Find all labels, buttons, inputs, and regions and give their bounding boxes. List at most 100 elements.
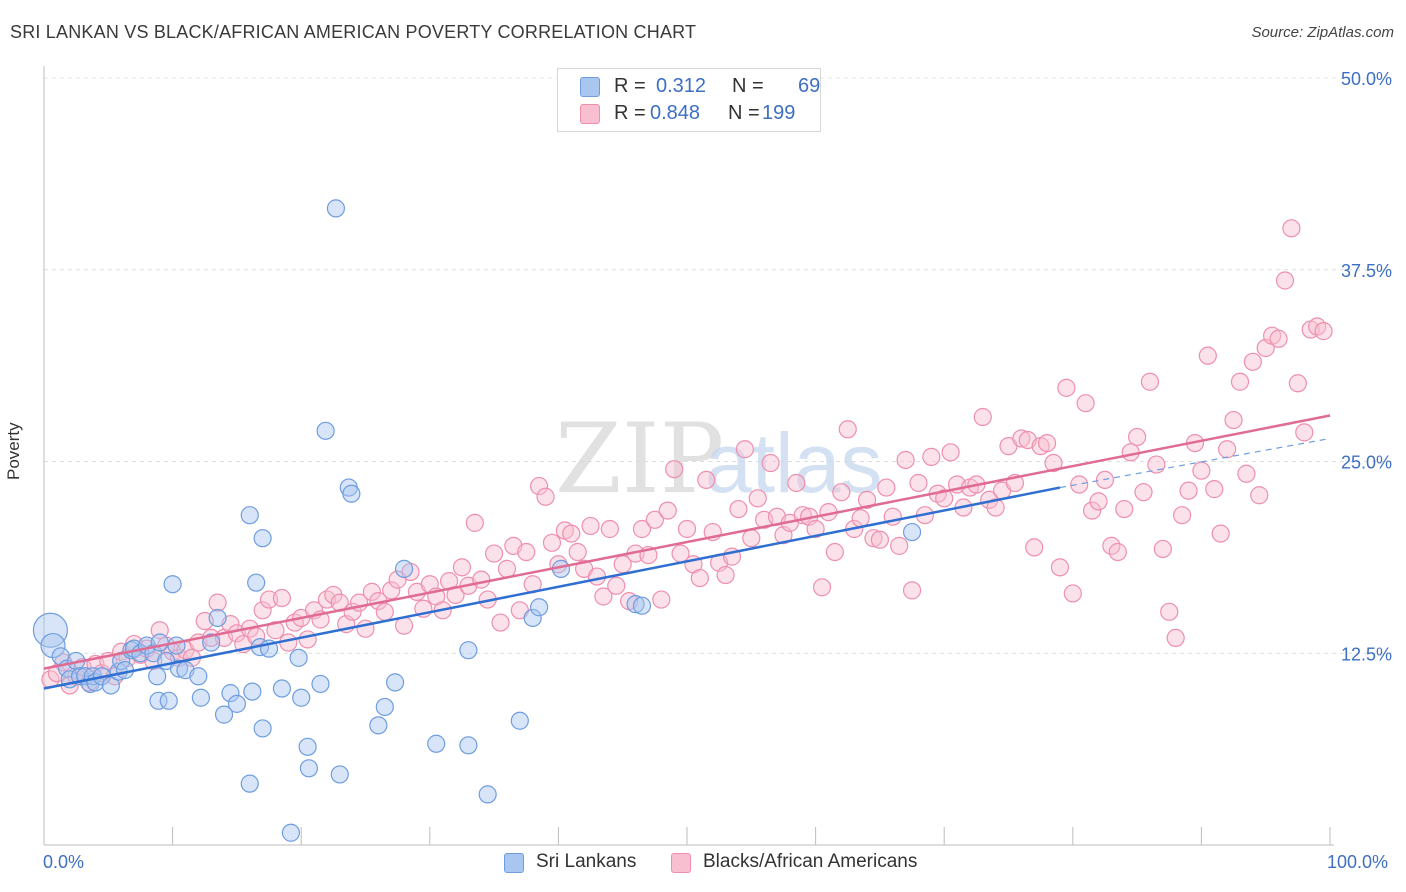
legend-r-label: R = <box>614 75 646 97</box>
point-blacks-african-americans <box>465 513 484 532</box>
point-blacks-african-americans <box>890 536 909 555</box>
point-blacks-african-americans <box>690 568 709 588</box>
point-blacks-african-americans <box>716 565 735 585</box>
point-blacks-african-americans <box>1282 219 1301 238</box>
point-blacks-african-americans <box>530 476 549 496</box>
point-sri-lankans <box>240 506 259 525</box>
point-sri-lankans <box>281 823 301 842</box>
point-sri-lankans <box>189 667 208 686</box>
point-sri-lankans <box>167 636 186 655</box>
point-blacks-african-americans <box>902 581 922 600</box>
point-blacks-african-americans <box>1308 317 1327 336</box>
point-blacks-african-americans <box>645 510 664 529</box>
y-tick-label: 25.0% <box>1341 453 1392 473</box>
legend-n-value: 69 <box>798 75 821 97</box>
point-sri-lankans <box>902 522 922 542</box>
trend-lines <box>43 414 1331 690</box>
y-tick-label: 12.5% <box>1341 644 1392 664</box>
point-sri-lankans <box>298 737 317 756</box>
point-sri-lankans <box>243 682 262 701</box>
point-blacks-african-americans <box>581 516 600 536</box>
point-blacks-african-americans <box>452 558 472 577</box>
point-blacks-african-americans <box>941 443 960 462</box>
series-sri-lankans <box>32 199 922 842</box>
point-blacks-african-americans <box>1140 372 1160 391</box>
point-blacks-african-americans <box>806 519 825 539</box>
point-blacks-african-americans <box>1205 480 1224 499</box>
trend-line-blacks-african-americans <box>43 414 1331 670</box>
point-blacks-african-americans <box>1050 558 1070 577</box>
point-blacks-african-americans <box>787 473 806 493</box>
axes <box>43 66 1334 846</box>
point-blacks-african-americans <box>697 470 716 490</box>
point-blacks-african-americans <box>742 529 761 548</box>
point-blacks-african-americans <box>594 587 613 606</box>
trend-line-sri-lankans <box>43 486 1061 690</box>
y-tick-labels: 12.5% 25.0% 37.5% 50.0% <box>1341 69 1392 664</box>
point-blacks-african-americans <box>1166 628 1185 648</box>
point-sri-lankans <box>530 598 549 617</box>
point-sri-lankans <box>299 759 319 778</box>
point-blacks-african-americans <box>851 509 870 528</box>
point-blacks-african-americans <box>1179 481 1198 500</box>
legend-swatch-blacks-african-americans <box>580 104 600 124</box>
legend-n-value: 199 <box>762 102 796 124</box>
bottom-legend-swatch-sri-lankans <box>504 853 524 873</box>
x-tick-max: 100.0% <box>1327 852 1389 872</box>
watermark-zip: ZIP <box>555 403 724 515</box>
point-blacks-african-americans <box>1275 271 1295 290</box>
legend-swatch-sri-lankans <box>580 77 600 97</box>
legend-r-value: 0.312 <box>656 75 707 97</box>
point-blacks-african-americans <box>1063 584 1082 603</box>
point-sri-lankans <box>632 596 652 615</box>
point-sri-lankans <box>191 688 210 707</box>
point-blacks-african-americans <box>517 542 536 562</box>
point-sri-lankans <box>159 691 178 710</box>
point-blacks-african-americans <box>1211 524 1230 543</box>
point-blacks-african-americans <box>935 489 954 508</box>
point-blacks-african-americans <box>1160 602 1179 621</box>
point-sri-lankans <box>369 716 388 735</box>
point-blacks-african-americans <box>857 490 877 509</box>
point-blacks-african-americans <box>1250 486 1269 505</box>
point-blacks-african-americans <box>1173 506 1192 525</box>
point-blacks-african-americans <box>1218 440 1237 459</box>
point-blacks-african-americans <box>375 602 394 621</box>
point-blacks-african-americans <box>1012 429 1031 448</box>
legend-r-value: 0.848 <box>650 102 701 124</box>
legend-n-label: N = <box>728 102 760 124</box>
point-blacks-african-americans <box>1057 378 1076 397</box>
point-blacks-african-americans <box>587 567 607 586</box>
point-blacks-african-americans <box>1147 455 1166 474</box>
point-blacks-african-americans <box>825 542 844 562</box>
point-blacks-african-americans <box>973 407 992 427</box>
point-blacks-african-americans <box>253 601 272 620</box>
series-blacks-african-americans <box>41 219 1333 695</box>
point-blacks-african-americans <box>1288 374 1307 393</box>
point-blacks-african-americans <box>1230 372 1250 391</box>
point-blacks-african-americans <box>761 453 780 473</box>
watermark-atlas: atlas <box>705 416 882 510</box>
point-sri-lankans <box>227 694 246 713</box>
point-blacks-african-americans <box>1295 423 1314 442</box>
point-sri-lankans <box>202 633 221 652</box>
point-blacks-african-americans <box>909 473 928 493</box>
point-sri-lankans <box>478 785 497 804</box>
point-sri-lankans <box>385 673 405 692</box>
point-blacks-african-americans <box>382 581 401 600</box>
chart-source: Source: ZipAtlas.com <box>1251 24 1394 41</box>
point-blacks-african-americans <box>485 544 504 563</box>
legend: R = 0.312 N = 69 R = 0.848 N = 199 <box>557 68 821 132</box>
point-blacks-african-americans <box>562 524 581 543</box>
point-sri-lankans <box>375 697 394 717</box>
point-blacks-african-americans <box>472 570 491 589</box>
point-blacks-african-americans <box>986 498 1005 517</box>
point-blacks-african-americans <box>208 593 227 612</box>
point-blacks-african-americans <box>1134 483 1153 502</box>
point-blacks-african-americans <box>1127 427 1147 447</box>
y-axis-label: Poverty <box>4 422 23 480</box>
point-sri-lankans <box>247 573 266 592</box>
point-sri-lankans <box>311 674 330 694</box>
point-blacks-african-americans <box>1108 542 1127 562</box>
legend-n-label: N = <box>732 75 764 97</box>
